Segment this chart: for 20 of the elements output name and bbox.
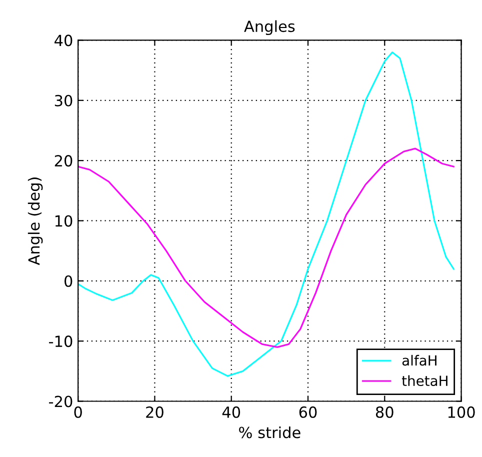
line-series xyxy=(78,51,454,377)
y-tick-label: 20 xyxy=(54,155,72,167)
x-tick-label: 60 xyxy=(299,406,317,418)
x-tick-label: 100 xyxy=(448,406,475,418)
x-tick-label: 0 xyxy=(74,406,82,418)
y-tick-label: 40 xyxy=(54,34,72,46)
legend-label: thetaH xyxy=(402,375,448,386)
x-axis-title: % stride xyxy=(239,426,300,438)
y-tick-label: 10 xyxy=(55,215,72,227)
y-tick-label: -10 xyxy=(49,336,72,348)
x-tick-label: 80 xyxy=(376,406,394,418)
legend-label: alfaH xyxy=(402,354,436,366)
x-tick-label: 20 xyxy=(146,406,164,418)
y-tick-label: 0 xyxy=(64,275,72,287)
y-axis-title: Angle (deg) xyxy=(28,178,43,266)
line-series xyxy=(78,148,454,348)
y-tick-label: -20 xyxy=(49,396,72,408)
y-tick-label: 30 xyxy=(54,94,72,106)
chart-title: Angles xyxy=(244,20,295,36)
x-tick-label: 40 xyxy=(222,406,240,418)
